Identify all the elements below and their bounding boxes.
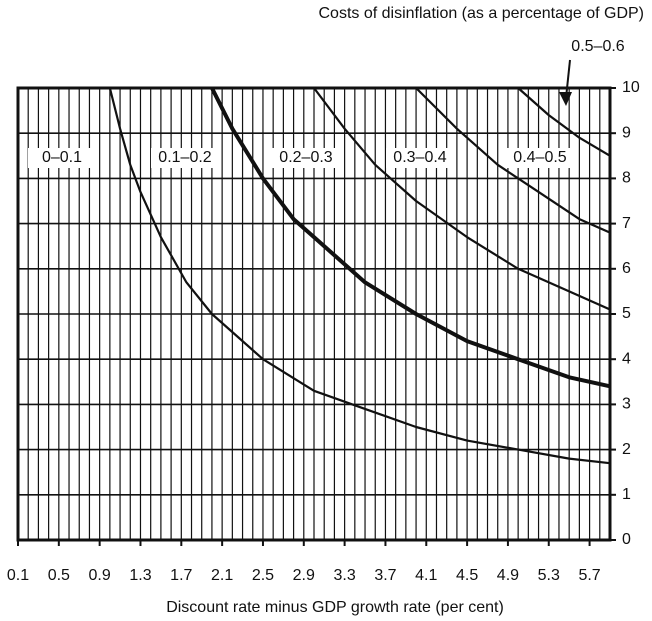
- x-tick-label: 2.5: [252, 567, 274, 584]
- x-tick-label: 1.3: [129, 567, 151, 584]
- y-tick-label: 9: [622, 124, 631, 141]
- x-tick-label: 4.5: [456, 567, 478, 584]
- x-tick-label: 3.3: [333, 567, 355, 584]
- curves: [108, 87, 611, 465]
- y-tick-label: 4: [622, 350, 631, 367]
- region-label: 0.3–0.4: [393, 149, 446, 166]
- region-label: 0.5–0.6: [571, 38, 624, 55]
- x-tick-label: 5.3: [538, 567, 560, 584]
- label-bg: [506, 148, 574, 168]
- region-label: 0.2–0.3: [279, 149, 332, 166]
- y-tick-label: 10: [622, 79, 640, 96]
- x-tick-label: 0.9: [89, 567, 111, 584]
- curve: [210, 87, 611, 389]
- y-tick-label: 6: [622, 260, 631, 277]
- x-tick-label: 4.9: [497, 567, 519, 584]
- arrow-shaft: [565, 59, 571, 99]
- chart-title: Costs of disinflation (as a percentage o…: [319, 5, 645, 22]
- label-bg: [272, 148, 340, 168]
- arrow-head: [559, 92, 572, 106]
- region-label: 0.1–0.2: [158, 149, 211, 166]
- label-bg: [386, 148, 454, 168]
- y-tick-label: 8: [622, 170, 631, 187]
- y-tick-label: 2: [622, 441, 631, 458]
- label-bg: [28, 148, 96, 168]
- y-tick-label: 1: [622, 486, 631, 503]
- region-label: 0–0.1: [42, 149, 82, 166]
- x-tick-label: 3.7: [374, 567, 396, 584]
- x-tick-label: 2.9: [293, 567, 315, 584]
- y-tick-label: 3: [622, 396, 631, 413]
- labels: 0–0.1 0.1–0.2 0.2–0.3 0.3–0.4 0.4–0.5 0.5–0.6: [28, 38, 625, 168]
- y-tick-label: 5: [622, 305, 631, 322]
- y-tick-label: 0: [622, 531, 631, 548]
- curve: [415, 87, 611, 234]
- curve: [313, 87, 611, 311]
- x-tick-label: 4.1: [415, 567, 437, 584]
- x-axis-label: Discount rate minus GDP growth rate (per…: [166, 599, 504, 616]
- label-bg: [151, 148, 219, 168]
- plot-frame: [16, 86, 612, 542]
- curve: [108, 87, 611, 465]
- y-tick-label: 7: [622, 215, 631, 232]
- x-tick-label: 0.5: [48, 567, 70, 584]
- region-label: 0.4–0.5: [513, 149, 566, 166]
- curve: [517, 87, 611, 157]
- x-tick-label: 0.1: [7, 567, 29, 584]
- x-tick-label: 1.7: [170, 567, 192, 584]
- x-tick-label: 5.7: [578, 567, 600, 584]
- x-tick-label: 2.1: [211, 567, 233, 584]
